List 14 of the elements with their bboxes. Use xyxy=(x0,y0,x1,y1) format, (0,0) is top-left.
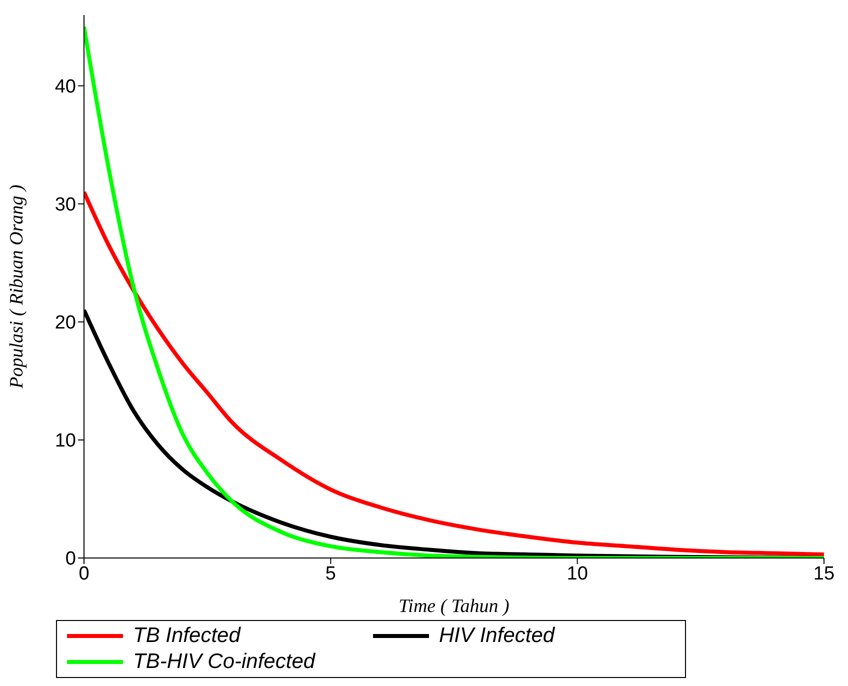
x-axis-title: Time ( Tahun ) xyxy=(398,596,510,617)
y-tick-label: 10 xyxy=(54,430,76,452)
x-tick-label: 10 xyxy=(566,563,588,584)
legend-label: HIV Infected xyxy=(439,624,555,648)
y-axis-title: Populasi ( Ribuan Orang ) xyxy=(6,184,28,390)
x-tick-label: 15 xyxy=(813,563,835,584)
y-tick-label: 30 xyxy=(54,194,76,216)
x-tick-label: 0 xyxy=(78,563,90,584)
y-tick-label: 0 xyxy=(65,548,76,570)
legend-label: TB-HIV Co-infected xyxy=(133,650,316,674)
y-tick-label: 40 xyxy=(54,76,76,98)
x-tick-label: 5 xyxy=(325,563,336,584)
y-tick-label: 20 xyxy=(54,312,76,334)
legend-label: TB Infected xyxy=(133,624,240,648)
